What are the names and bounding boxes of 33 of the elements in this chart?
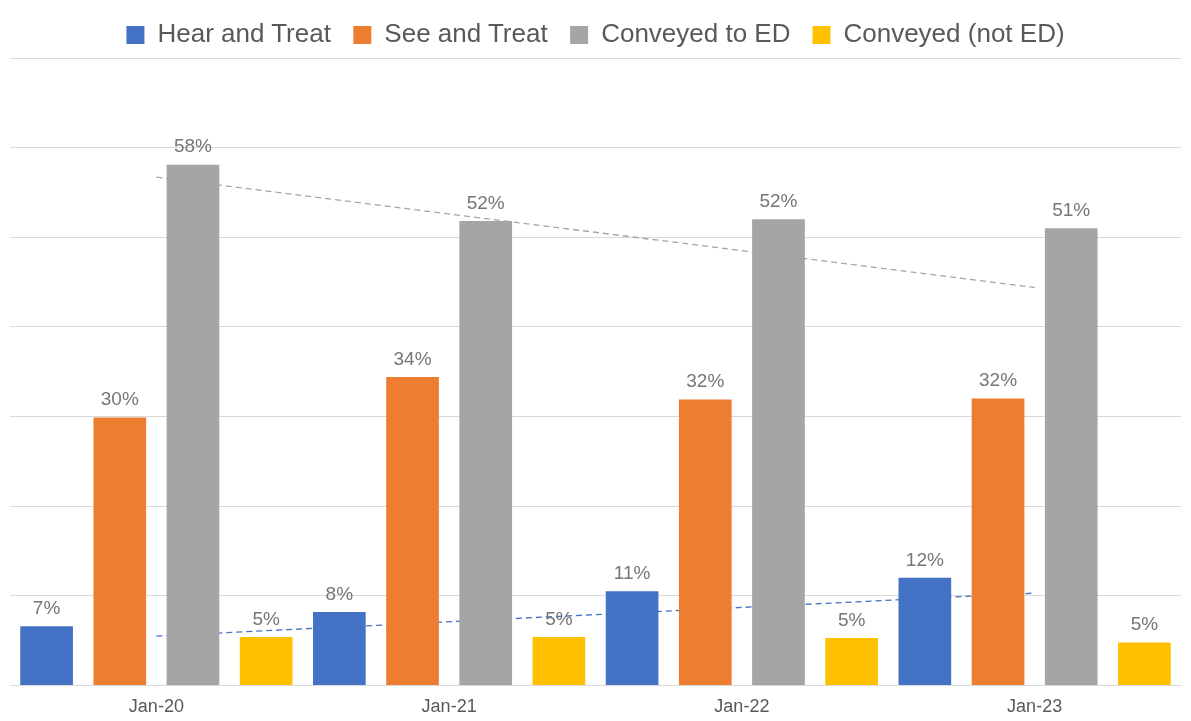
x-tick-label: Jan-23 — [1007, 696, 1063, 717]
data-label: 8% — [325, 582, 354, 604]
data-label: 51% — [1052, 199, 1091, 221]
bar — [386, 377, 439, 685]
bar — [678, 399, 732, 685]
x-tick-label: Jan-20 — [128, 696, 184, 717]
data-label: 58% — [173, 135, 213, 157]
data-label: 5% — [252, 607, 280, 629]
data-label: 30% — [100, 388, 139, 410]
x-tick-label: Jan-21 — [421, 696, 477, 717]
bar — [971, 398, 1025, 685]
data-label: 11% — [613, 562, 651, 584]
data-label: 7% — [32, 596, 61, 618]
bar — [1044, 228, 1098, 685]
x-tick-label: Jan-22 — [714, 696, 770, 717]
data-label: 32% — [979, 369, 1018, 391]
bar — [532, 637, 586, 685]
data-label: 52% — [466, 191, 505, 213]
bar — [1118, 642, 1171, 685]
bar — [239, 637, 293, 685]
data-label: 52% — [759, 190, 798, 212]
legend-label: See and Treat — [384, 18, 549, 49]
data-label: 12% — [905, 548, 944, 570]
legend-label: Hear and Treat — [157, 18, 332, 49]
bar — [825, 637, 878, 685]
legend-label: Conveyed (not ED) — [843, 18, 1065, 49]
data-label: 5% — [837, 608, 866, 630]
bar — [20, 626, 73, 685]
bar — [93, 417, 147, 685]
data-label: 34% — [393, 347, 432, 369]
legend-label: Conveyed to ED — [601, 18, 791, 49]
data-label: 5% — [1130, 613, 1159, 635]
data-label: 32% — [686, 370, 725, 392]
